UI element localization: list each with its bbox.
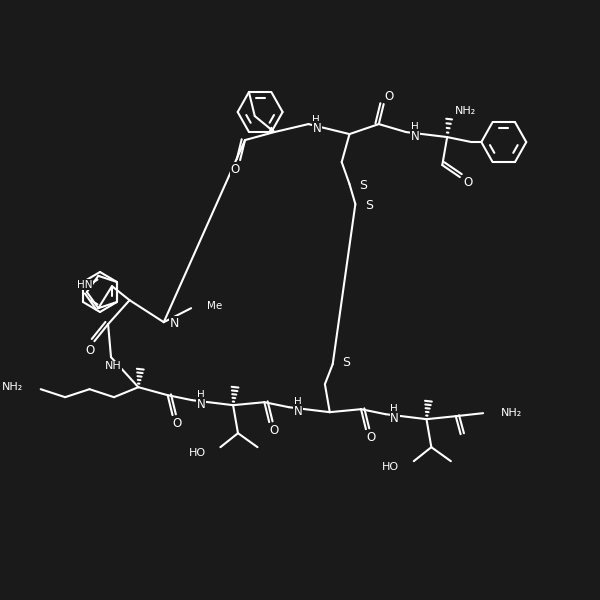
Text: N: N bbox=[391, 412, 399, 425]
Text: NH₂: NH₂ bbox=[500, 408, 522, 418]
Text: N: N bbox=[293, 404, 302, 418]
Text: HO: HO bbox=[382, 462, 399, 472]
Text: O: O bbox=[269, 424, 279, 437]
Text: H: H bbox=[197, 390, 205, 400]
Text: NH₂: NH₂ bbox=[2, 382, 23, 392]
Text: H: H bbox=[411, 122, 419, 132]
Text: S: S bbox=[365, 199, 373, 212]
Text: N: N bbox=[313, 122, 321, 134]
Text: H: H bbox=[313, 115, 320, 125]
Text: S: S bbox=[343, 356, 350, 368]
Text: O: O bbox=[463, 176, 472, 188]
Text: Me: Me bbox=[207, 301, 222, 311]
Text: O: O bbox=[230, 163, 240, 176]
Text: N: N bbox=[170, 317, 179, 329]
Text: O: O bbox=[384, 89, 393, 103]
Text: NH: NH bbox=[104, 361, 121, 371]
Text: NH₂: NH₂ bbox=[455, 106, 476, 116]
Text: N: N bbox=[197, 398, 206, 410]
Text: H: H bbox=[391, 404, 398, 414]
Text: H: H bbox=[293, 397, 301, 407]
Text: HO: HO bbox=[188, 448, 206, 458]
Text: HN: HN bbox=[77, 280, 92, 290]
Text: O: O bbox=[366, 431, 376, 443]
Text: O: O bbox=[173, 416, 182, 430]
Text: N: N bbox=[411, 130, 420, 143]
Text: O: O bbox=[85, 344, 94, 356]
Text: S: S bbox=[359, 179, 367, 191]
